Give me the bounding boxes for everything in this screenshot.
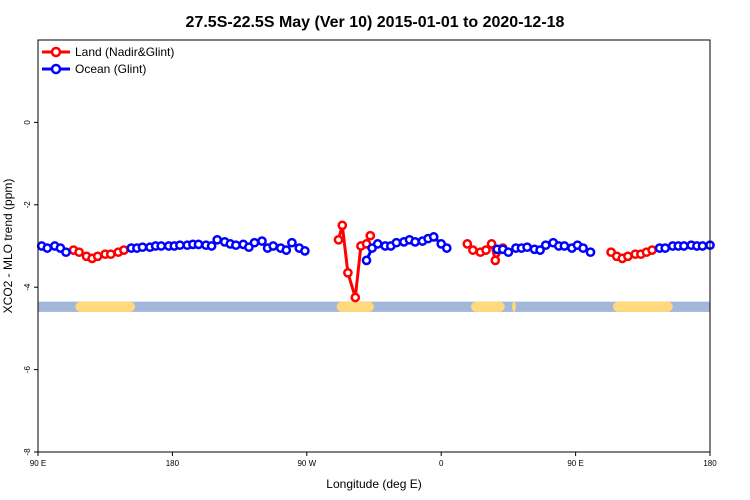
data-point [647, 245, 657, 255]
data-point [61, 247, 71, 258]
y-tick-label: -8 [23, 448, 32, 456]
data-point [486, 239, 497, 249]
data-point [559, 241, 570, 251]
data-point [441, 243, 452, 253]
series-ocean [36, 232, 715, 266]
data-point [156, 241, 167, 251]
data-point [42, 243, 53, 253]
data-point [490, 255, 501, 266]
data-point [257, 236, 267, 246]
axes: 90 E 180 90 W 0 90 E 180 0 -2 -4 -6 -8 [23, 120, 717, 468]
data-point [462, 239, 473, 249]
y-tick-label: -6 [23, 365, 32, 373]
x-tick-label: 0 [439, 459, 444, 468]
legend-ocean-label: Ocean (Glint) [75, 62, 146, 76]
chart-title: 27.5S-22.5S May (Ver 10) 2015-01-01 to 2… [186, 14, 565, 31]
data-point [268, 241, 279, 251]
data-point [74, 247, 84, 258]
data-point [175, 240, 185, 251]
series-layer [36, 220, 715, 303]
data-point [287, 237, 297, 248]
data-point [372, 239, 383, 249]
x-tick-label: 90 E [567, 459, 583, 468]
x-tick-label: 90 E [30, 459, 46, 468]
legend: Land (Nadir&Glint) Ocean (Glint) [42, 45, 174, 76]
y-axis-label: XCO2 - MLO trend (ppm) [1, 179, 15, 314]
x-axis-label: Longitude (deg E) [326, 477, 421, 491]
data-point [578, 243, 588, 253]
data-point [300, 246, 310, 256]
data-point [212, 234, 223, 245]
legend-ocean-marker [50, 63, 62, 75]
data-point [343, 267, 353, 278]
data-point [468, 245, 478, 255]
data-point [481, 245, 491, 255]
data-point [105, 249, 116, 260]
data-point [350, 292, 361, 303]
y-tick-label: -4 [23, 283, 32, 291]
data-point [365, 230, 376, 241]
data-point [193, 239, 204, 250]
data-point [361, 255, 372, 266]
data-point [337, 220, 348, 231]
data-point [679, 241, 689, 251]
data-point [137, 242, 148, 253]
x-tick-label: 180 [166, 459, 180, 468]
data-point [503, 247, 514, 258]
data-point [623, 251, 633, 262]
data-point [660, 243, 671, 253]
legend-land-label: Land (Nadir&Glint) [75, 45, 174, 59]
data-point [540, 240, 551, 251]
surface-band [38, 301, 710, 312]
x-tick-label: 90 W [297, 459, 316, 468]
data-point [206, 241, 217, 251]
y-tick-label: -2 [23, 201, 32, 209]
land-band-segment [336, 301, 374, 312]
y-tick-label: 0 [23, 120, 32, 125]
data-point [249, 237, 260, 248]
data-point [119, 245, 129, 255]
data-point [333, 234, 344, 245]
plot-frame [37, 39, 711, 453]
series-land [68, 220, 657, 303]
data-point [697, 241, 708, 251]
data-point [92, 251, 103, 262]
data-point [410, 237, 420, 247]
data-point [585, 247, 596, 258]
land-band-segment [75, 301, 136, 312]
data-point [428, 232, 439, 242]
data-point [281, 245, 292, 255]
data-point [522, 242, 532, 253]
data-point [391, 237, 402, 248]
land-band-segment [612, 301, 673, 312]
land-band-segment [471, 301, 505, 312]
land-band-segment [512, 301, 516, 312]
legend-land-marker [50, 46, 62, 58]
x-tick-label: 180 [703, 459, 717, 468]
data-point [231, 240, 241, 251]
data-point [535, 245, 545, 255]
